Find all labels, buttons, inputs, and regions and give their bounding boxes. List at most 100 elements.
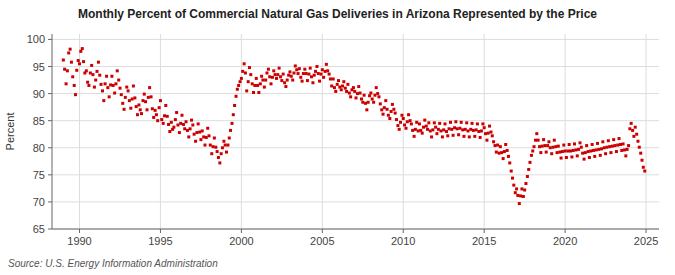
- point: [572, 149, 575, 152]
- point: [562, 144, 565, 147]
- point: [194, 140, 197, 143]
- point: [508, 161, 511, 164]
- y-axis-label: Percent: [4, 113, 16, 151]
- point: [253, 84, 256, 87]
- point: [213, 137, 216, 140]
- point: [93, 86, 96, 89]
- point: [278, 67, 281, 70]
- point: [214, 146, 217, 149]
- point: [406, 120, 409, 123]
- point: [155, 113, 158, 116]
- grid-line-x: [160, 34, 161, 229]
- point: [62, 59, 65, 62]
- point: [81, 47, 84, 50]
- point: [237, 84, 240, 87]
- point: [500, 151, 503, 154]
- grid: [52, 34, 659, 229]
- point: [530, 154, 533, 157]
- point: [376, 92, 379, 95]
- point: [110, 75, 113, 78]
- point: [182, 123, 185, 126]
- point: [228, 137, 231, 140]
- point: [476, 122, 479, 125]
- point: [488, 125, 491, 128]
- point: [205, 136, 208, 139]
- point: [597, 148, 600, 151]
- point: [282, 73, 285, 76]
- point: [166, 115, 169, 118]
- point: [394, 112, 397, 115]
- point: [576, 154, 579, 157]
- point: [340, 88, 343, 91]
- point: [141, 99, 144, 102]
- point: [303, 68, 306, 71]
- point: [382, 113, 385, 116]
- tick-label-y: 65: [33, 223, 45, 235]
- point: [307, 73, 310, 76]
- point: [67, 51, 70, 54]
- point: [360, 98, 363, 101]
- point: [187, 135, 190, 138]
- point: [139, 108, 142, 111]
- point: [129, 107, 132, 110]
- point: [595, 148, 598, 151]
- point: [244, 72, 247, 75]
- point: [462, 135, 465, 138]
- point: [95, 70, 98, 73]
- grid-line-y: [52, 147, 659, 148]
- point: [274, 73, 277, 76]
- point: [641, 159, 644, 162]
- point: [527, 168, 530, 171]
- tick-label-x: 2010: [391, 235, 415, 247]
- point: [386, 108, 389, 111]
- chart-container: Monthly Percent of Commercial Natural Ga…: [0, 0, 675, 275]
- point: [86, 81, 89, 84]
- point: [318, 80, 321, 83]
- point: [464, 128, 467, 131]
- point: [485, 139, 488, 142]
- point: [116, 69, 119, 72]
- point: [554, 145, 557, 148]
- point: [515, 187, 518, 190]
- point: [589, 150, 592, 153]
- point: [156, 119, 159, 122]
- point: [456, 127, 459, 130]
- point: [193, 133, 196, 136]
- point: [399, 121, 402, 124]
- tick-label-y: 75: [33, 169, 45, 181]
- point: [580, 146, 583, 149]
- point: [585, 144, 588, 147]
- point: [417, 129, 420, 132]
- point: [333, 86, 336, 89]
- point: [542, 138, 545, 141]
- point: [349, 95, 352, 98]
- point: [518, 202, 521, 205]
- point: [534, 139, 537, 142]
- point: [453, 126, 456, 129]
- point: [101, 89, 104, 92]
- point: [284, 85, 287, 88]
- point: [260, 75, 263, 78]
- point: [216, 150, 219, 153]
- point: [574, 148, 577, 151]
- point: [395, 118, 398, 121]
- tick-label-y: 85: [33, 115, 45, 127]
- point: [426, 128, 429, 131]
- point: [208, 134, 211, 137]
- point: [108, 95, 111, 98]
- point: [577, 148, 580, 151]
- point: [550, 152, 553, 155]
- point: [183, 127, 186, 130]
- point: [279, 75, 282, 78]
- point: [427, 121, 430, 124]
- point: [121, 102, 124, 105]
- point: [146, 108, 149, 111]
- point: [609, 151, 612, 154]
- point: [363, 94, 366, 97]
- point: [581, 152, 584, 155]
- point: [314, 70, 317, 73]
- grid-line-y: [52, 229, 659, 230]
- point: [113, 92, 116, 95]
- tick-x: [646, 229, 647, 233]
- point: [498, 152, 501, 155]
